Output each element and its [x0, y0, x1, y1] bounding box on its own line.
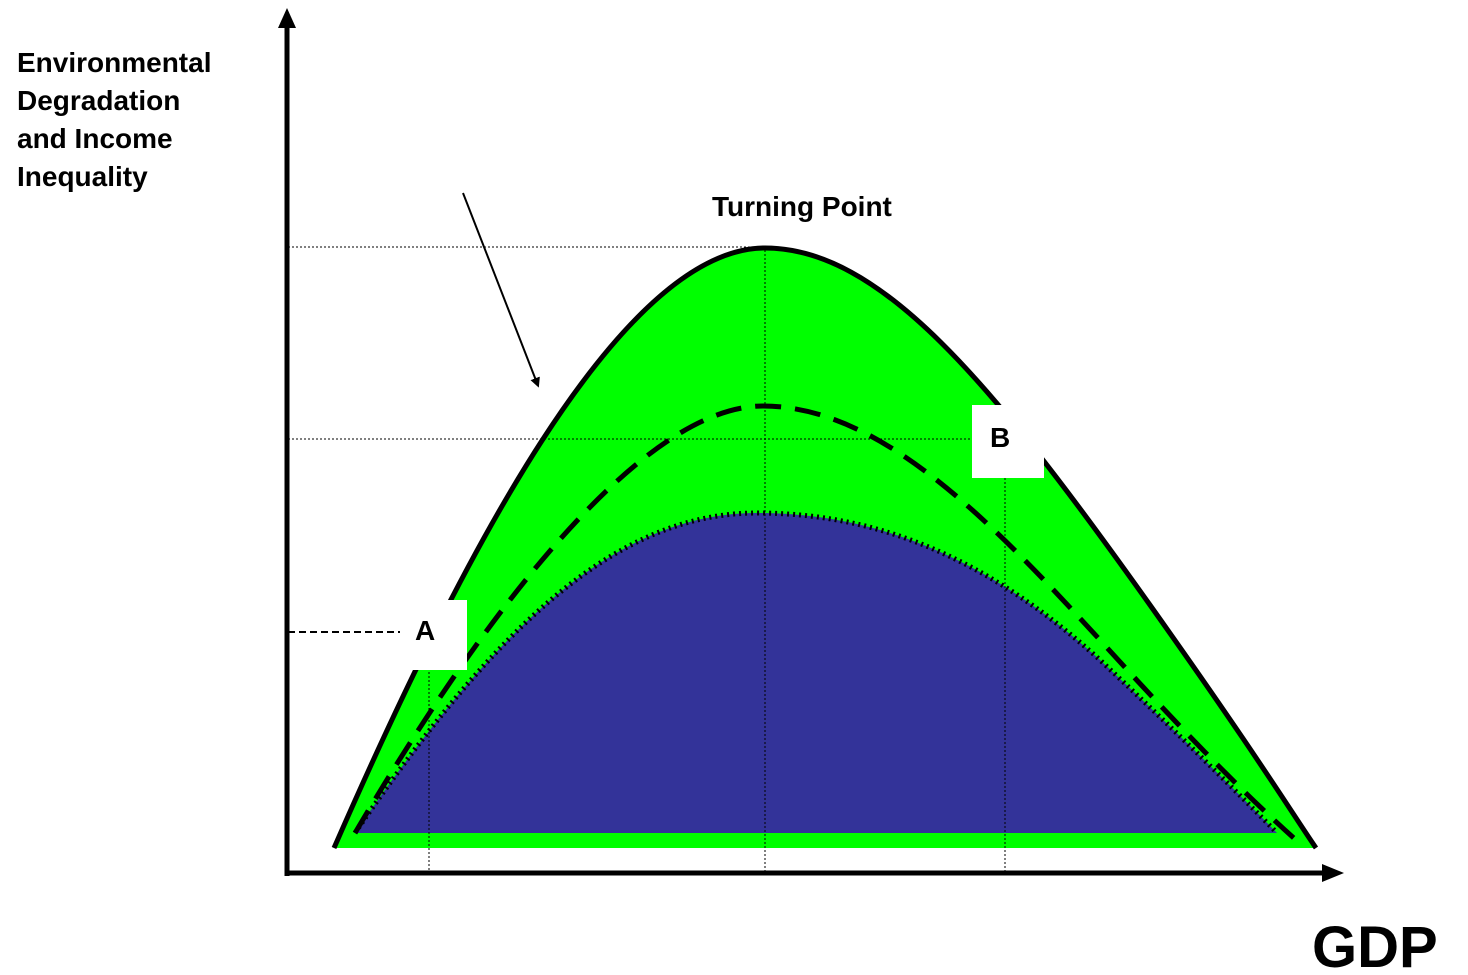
- y-axis-label: Environmental Degradation and Income Ine…: [17, 47, 219, 192]
- y-axis-arrowhead: [278, 8, 296, 28]
- y-axis-label-line-3: and Income: [17, 123, 173, 154]
- dotted-curve: [352, 510, 1279, 835]
- solid-curve: [331, 245, 1319, 850]
- inner-curve-area: [355, 513, 1277, 833]
- point-b-label: B: [990, 422, 1010, 453]
- point-a-box: [406, 600, 467, 670]
- x-axis-arrowhead: [1322, 864, 1344, 882]
- y-axis-label-line-1: Environmental: [17, 47, 211, 78]
- dashed-curve: [352, 403, 1298, 842]
- turning-point-label: Turning Point: [712, 191, 892, 222]
- y-axis-label-line-4: Inequality: [17, 161, 148, 192]
- pointer-arrow: [462, 192, 540, 388]
- x-axis-label: GDP: [1312, 915, 1438, 975]
- y-axis-label-line-2: Degradation: [17, 85, 180, 116]
- point-a-label: A: [415, 615, 435, 646]
- point-b-box: [972, 405, 1044, 478]
